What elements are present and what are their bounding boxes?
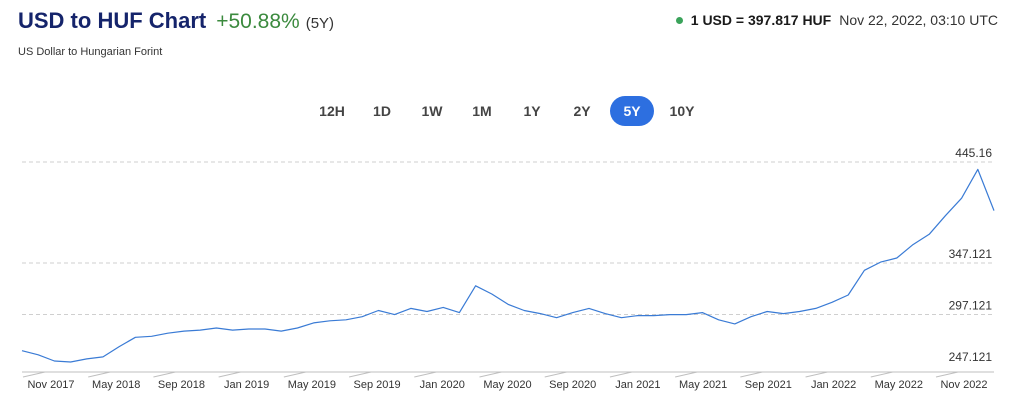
x-tick-label: Sep 2020 (549, 379, 596, 391)
page-subtitle: US Dollar to Hungarian Forint (18, 46, 163, 58)
y-tick-label: 297.121 (949, 298, 993, 312)
current-rate: 1 USD = 397.817 HUF (690, 12, 832, 28)
x-tick-mark (22, 371, 46, 378)
range-tab-1d[interactable]: 1D (373, 103, 391, 119)
x-tick-mark (88, 371, 111, 378)
x-tick-mark (283, 371, 306, 378)
range-tab-2y[interactable]: 2Y (573, 103, 591, 119)
live-dot-icon (675, 16, 683, 24)
x-tick-mark (348, 371, 372, 378)
x-tick-label: Nov 2017 (27, 379, 74, 391)
change-percent: +50.88% (216, 10, 300, 33)
x-tick-mark (740, 371, 763, 378)
y-tick-label: 347.121 (949, 247, 993, 261)
range-tab-1w[interactable]: 1W (421, 103, 443, 119)
range-tab-5y[interactable]: 5Y (610, 96, 654, 126)
x-tick-label: May 2020 (483, 379, 531, 391)
x-tick-label: Sep 2021 (745, 379, 792, 391)
x-tick-mark (153, 371, 176, 378)
x-tick-label: Jan 2020 (420, 379, 465, 391)
x-tick-label: Sep 2018 (158, 379, 205, 391)
x-tick-label: Nov 2022 (940, 379, 987, 391)
x-tick-mark (479, 371, 502, 378)
page-title: USD to HUF Chart (18, 8, 207, 33)
x-tick-mark (870, 371, 893, 378)
x-tick-label: Jan 2021 (615, 379, 660, 391)
change-period: (5Y) (305, 15, 335, 32)
range-tab-12h[interactable]: 12H (319, 103, 345, 119)
x-tick-mark (218, 371, 241, 378)
x-tick-label: May 2018 (92, 379, 140, 391)
y-tick-label: 247.121 (949, 350, 993, 364)
y-tick-label: 445.16 (955, 146, 992, 160)
x-tick-mark (935, 371, 959, 378)
range-tab-1y[interactable]: 1Y (523, 103, 541, 119)
usd-huf-line-chart: 445.16 347.121 297.121 247.121 Nov 2017 May 2… (21, 146, 995, 391)
x-tick-mark (805, 371, 828, 378)
rate-info: 1 USD = 397.817 HUF Nov 22, 2022, 03:10 … (675, 12, 998, 28)
title-row: USD to HUF Chart +50.88% (5Y) (18, 8, 334, 34)
range-tab-1m[interactable]: 1M (472, 103, 492, 119)
x-tick-mark (609, 371, 633, 378)
series-line (21, 168, 995, 363)
x-tick-label: May 2019 (288, 379, 336, 391)
header-left: USD to HUF Chart +50.88% (5Y) US Dollar … (18, 8, 334, 58)
x-tick-mark (414, 371, 437, 378)
range-tabs: 12H 1D 1W 1M 1Y 2Y 5Y 10Y (310, 96, 704, 126)
x-tick-label: Jan 2019 (224, 379, 269, 391)
x-tick-mark (675, 371, 698, 378)
x-tick-label: Sep 2019 (354, 379, 401, 391)
x-tick-label: May 2021 (679, 379, 727, 391)
rate-timestamp: Nov 22, 2022, 03:10 UTC (839, 12, 998, 28)
x-tick-label: May 2022 (875, 379, 923, 391)
range-tab-10y[interactable]: 10Y (669, 103, 695, 119)
x-tick-mark (544, 371, 567, 378)
x-tick-label: Jan 2022 (811, 379, 856, 391)
